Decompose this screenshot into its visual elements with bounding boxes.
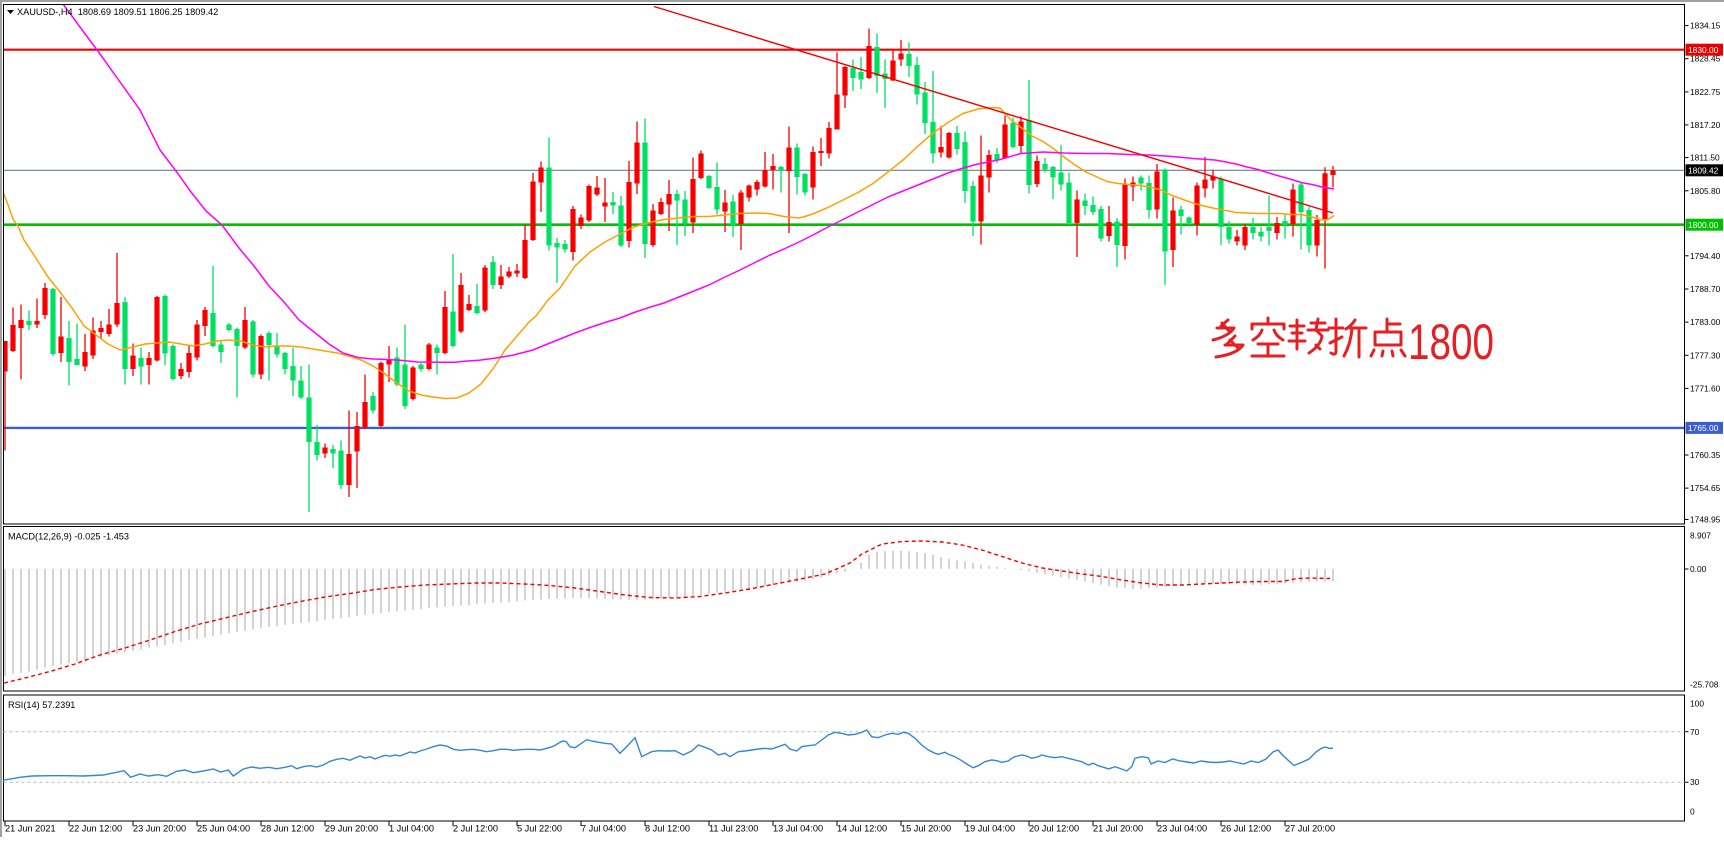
svg-text:5 Jul 22:00: 5 Jul 22:00 bbox=[517, 824, 562, 834]
svg-text:-25.708: -25.708 bbox=[1690, 680, 1719, 690]
svg-text:21 Jul 20:00: 21 Jul 20:00 bbox=[1093, 824, 1143, 834]
svg-text:XAUUSD-,H4 1808.69 1809.51 18: XAUUSD-,H4 1808.69 1809.51 1806.25 1809.… bbox=[17, 7, 218, 17]
svg-text:1760.35: 1760.35 bbox=[1690, 450, 1721, 460]
svg-text:1777.30: 1777.30 bbox=[1690, 350, 1721, 360]
svg-text:1783.00: 1783.00 bbox=[1690, 317, 1721, 327]
svg-text:28 Jun 12:00: 28 Jun 12:00 bbox=[261, 824, 314, 834]
svg-text:15 Jul 20:00: 15 Jul 20:00 bbox=[901, 824, 951, 834]
svg-text:19 Jul 04:00: 19 Jul 04:00 bbox=[965, 824, 1015, 834]
svg-text:1822.75: 1822.75 bbox=[1690, 87, 1721, 97]
svg-text:1811.50: 1811.50 bbox=[1690, 153, 1720, 163]
svg-text:8 Jul 12:00: 8 Jul 12:00 bbox=[645, 824, 690, 834]
svg-text:MACD(12,26,9) -0.025 -1.453: MACD(12,26,9) -0.025 -1.453 bbox=[8, 532, 129, 542]
svg-text:70: 70 bbox=[1690, 727, 1700, 737]
svg-text:29 Jun 20:00: 29 Jun 20:00 bbox=[325, 824, 378, 834]
svg-text:1 Jul 04:00: 1 Jul 04:00 bbox=[389, 824, 434, 834]
svg-text:1800.00: 1800.00 bbox=[1688, 220, 1719, 230]
svg-text:22 Jun 12:00: 22 Jun 12:00 bbox=[69, 824, 122, 834]
svg-text:7 Jul 04:00: 7 Jul 04:00 bbox=[581, 824, 626, 834]
svg-text:1834.15: 1834.15 bbox=[1690, 21, 1721, 31]
svg-text:1828.45: 1828.45 bbox=[1690, 54, 1721, 64]
svg-text:1800: 1800 bbox=[1408, 314, 1494, 370]
svg-text:1817.20: 1817.20 bbox=[1690, 120, 1721, 130]
svg-text:11 Jul 23:00: 11 Jul 23:00 bbox=[709, 824, 758, 834]
svg-text:20 Jul 12:00: 20 Jul 12:00 bbox=[1029, 824, 1079, 834]
svg-text:1788.70: 1788.70 bbox=[1690, 284, 1721, 294]
svg-text:14 Jul 12:00: 14 Jul 12:00 bbox=[837, 824, 887, 834]
svg-text:23 Jun 20:00: 23 Jun 20:00 bbox=[133, 824, 186, 834]
svg-text:13 Jul 04:00: 13 Jul 04:00 bbox=[773, 824, 823, 834]
svg-text:21 Jun 2021: 21 Jun 2021 bbox=[5, 824, 56, 834]
svg-text:2 Jul 12:00: 2 Jul 12:00 bbox=[453, 824, 498, 834]
svg-text:8.907: 8.907 bbox=[1690, 531, 1711, 541]
svg-text:1771.60: 1771.60 bbox=[1690, 383, 1721, 393]
svg-text:1809.42: 1809.42 bbox=[1688, 166, 1719, 176]
svg-text:25 Jun 04:00: 25 Jun 04:00 bbox=[197, 824, 250, 834]
svg-text:23 Jul 04:00: 23 Jul 04:00 bbox=[1157, 824, 1207, 834]
svg-text:0: 0 bbox=[1690, 807, 1695, 817]
svg-text:1830.00: 1830.00 bbox=[1688, 45, 1719, 55]
svg-text:1754.65: 1754.65 bbox=[1690, 483, 1721, 493]
svg-text:1805.80: 1805.80 bbox=[1690, 186, 1721, 196]
svg-text:1765.00: 1765.00 bbox=[1688, 423, 1719, 433]
svg-text:27 Jul 20:00: 27 Jul 20:00 bbox=[1285, 824, 1335, 834]
svg-text:RSI(14) 57.2391: RSI(14) 57.2391 bbox=[8, 700, 75, 710]
svg-text:100: 100 bbox=[1690, 699, 1704, 709]
svg-text:1794.40: 1794.40 bbox=[1690, 251, 1721, 261]
svg-text:1748.95: 1748.95 bbox=[1690, 515, 1721, 525]
svg-text:26 Jul 12:00: 26 Jul 12:00 bbox=[1221, 824, 1271, 834]
svg-text:30: 30 bbox=[1690, 777, 1700, 787]
svg-text:0.00: 0.00 bbox=[1690, 564, 1707, 574]
